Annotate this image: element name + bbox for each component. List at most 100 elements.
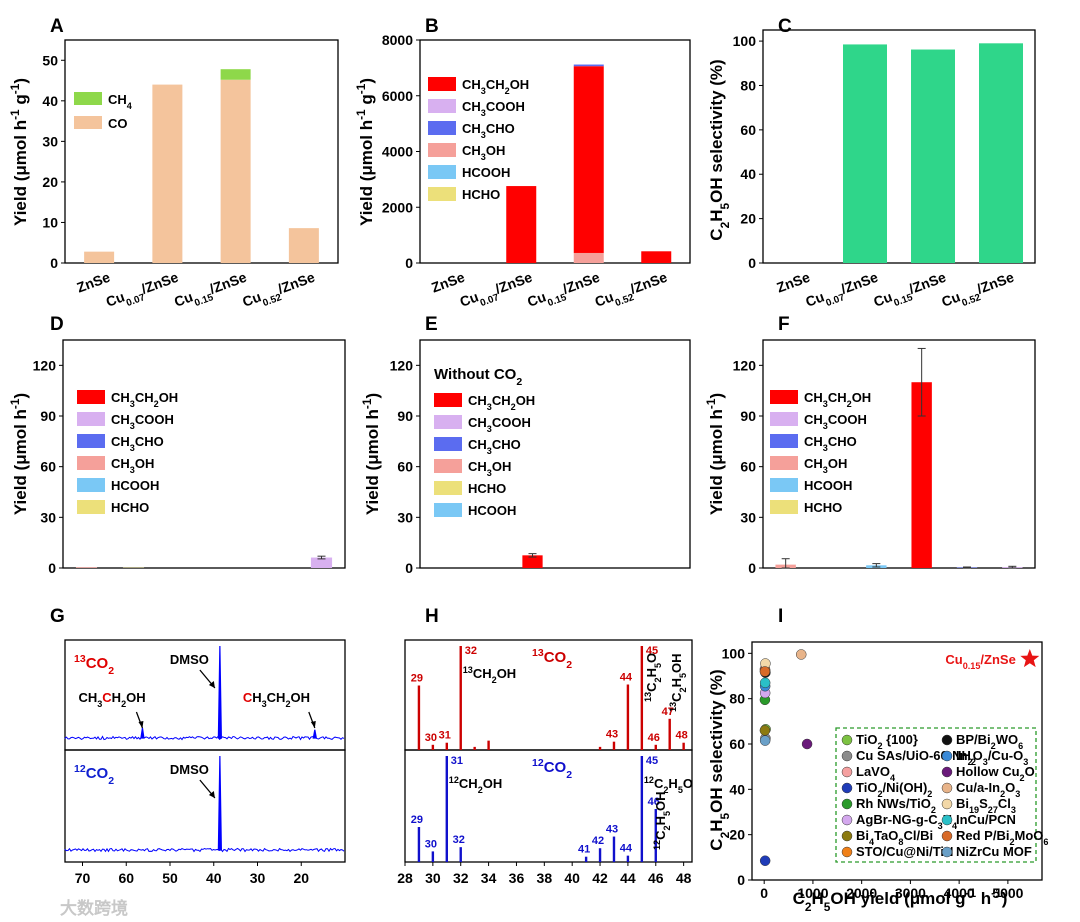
legend-swatch [770,390,798,404]
nmr-subpanel-label: 13CO2 [74,653,114,677]
legend-label-part: 2 [1009,837,1014,847]
ytick-label: 10 [42,214,58,230]
legend-label-part: 2 [1020,773,1025,783]
xtick-label: 1000 [797,885,828,901]
bar-ch3cho [573,64,604,67]
legend-label: Red P/Bi2MoO6 [956,828,1048,847]
y-axis-label-part: g [357,94,376,109]
xtick-label: 40 [206,870,222,886]
legend-label-part: In [956,748,968,763]
legend-swatch [770,456,798,470]
legend-label-part: CH [462,143,481,158]
ms-species-label: 13C2H5OH [668,653,688,712]
legend-marker [941,734,953,746]
x-axis-label-part: -1 [991,886,1002,900]
xtick-label: 42 [592,870,608,886]
legend-label-part: CH [468,415,487,430]
ytick-label: 90 [740,408,756,424]
legend-swatch [77,456,105,470]
legend-label: CH3OH [111,456,154,475]
legend-swatch [77,478,105,492]
legend-label-part: HCHO [468,481,506,496]
legend-label-part: OH [828,456,848,471]
legend-label: Hollow Cu2O [956,764,1035,783]
ytick-label: 120 [733,357,757,373]
xtick-label: 48 [676,870,692,886]
panel-label-F: F [778,314,790,335]
category-label-part: Cu [240,288,263,309]
category-label-part: Cu [458,288,481,309]
legend-label: Rh NWs/TiO2 [856,796,936,815]
legend-marker [941,814,953,826]
legend-label-part: 3 [130,421,135,431]
legend-label-part: LaVO [856,764,890,779]
legend-swatch [77,500,105,514]
legend-label-part: CH [468,459,487,474]
legend-swatch [770,434,798,448]
xtick-label: 34 [481,870,497,886]
legend-label-part: 4 [952,821,958,831]
ms-species-label-part: 13 [643,692,653,702]
legend-marker [841,782,853,794]
ytick-label: 6000 [382,88,413,104]
xtick-label: 70 [75,870,91,886]
ms-species-label-part: H [644,668,659,677]
bar-co [84,251,115,263]
xtick-label: 36 [509,870,525,886]
annotation-arrowhead [310,721,316,728]
legend-marker [841,814,853,826]
y-axis-label-part: Yield (μmol h [363,409,382,515]
legend-marker [841,830,853,842]
legend-label: CH3COOH [468,415,531,434]
x-axis-label-part: ) [1002,889,1008,908]
ms-species-label: 13C2H5O [643,653,663,702]
ms-subpanel-label-part: 12 [532,757,544,769]
ms-subpanel-label-part: 2 [566,659,572,671]
legend-title: Without CO2 [434,366,522,388]
bar-selectivity [843,44,887,263]
scatter-point [759,725,771,736]
ms-species-label-part: 5 [653,663,663,668]
ms-species-label-part: OH [483,776,503,791]
legend-label: TiO2/Ni(OH)2 [856,780,932,799]
legend-label-part: 3 [823,421,828,431]
y-axis-label-part: ) [11,78,30,84]
legend-swatch [434,437,462,451]
legend-label: CH3CH2OH [468,393,535,412]
scatter-point [759,666,771,677]
legend-swatch [77,390,105,404]
ytick-label: 30 [42,133,58,149]
ms-species-label-part: 5 [678,673,688,678]
legend-label-part: 3 [481,86,486,96]
category-label-part: Cu [803,288,826,309]
ms-species-label-part: 13 [668,702,678,712]
annotation-ethanol-part: 2 [121,699,126,709]
legend-marker [941,782,953,794]
legend-label: CH3COOH [462,99,525,118]
xtick-label: 32 [453,870,469,886]
ms-species-label-part: H [668,776,677,791]
annotation-ethanol-part: C [102,690,112,705]
bar-ch3ch2oh [506,186,537,263]
ytick-label: 0 [748,255,756,271]
legend-label-part: 3 [983,757,988,767]
ms-peak-label: 48 [676,730,688,742]
bar-ch3ch2oh [573,66,604,253]
legend-swatch [770,500,798,514]
ms-subpanel-label: 12CO2 [532,757,572,781]
legend-label-part: CHO [828,434,857,449]
ms-subpanel-label-part: CO [544,759,567,776]
annotation-ethanol-part: 3 [262,699,267,709]
legend-label-part: 2 [505,86,510,96]
xtick-label: 46 [648,870,664,886]
legend-label-part: Cu SAs/UiO-66-NH [856,748,971,763]
ytick-label: 80 [729,691,745,707]
nmr-subpanel-label: 12CO2 [74,763,114,787]
legend-swatch [434,393,462,407]
legend-label-part: NiZrCu MOF [956,844,1032,859]
legend-label: InCu/PCN [956,812,1016,827]
xtick-label: 40 [564,870,580,886]
ytick-label: 20 [42,174,58,190]
legend-label-part: CH [804,412,823,427]
legend-label-part: AgBr-NG-g-C [856,812,938,827]
